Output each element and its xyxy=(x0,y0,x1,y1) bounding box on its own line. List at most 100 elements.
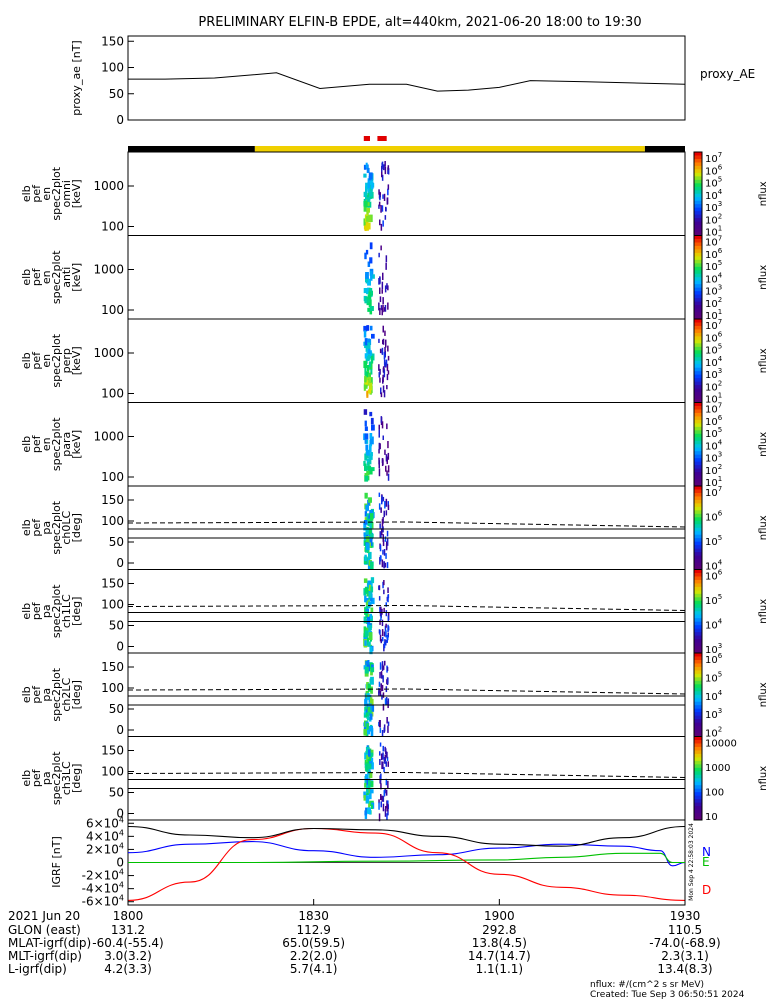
flux-pixel xyxy=(384,698,387,706)
flux-pixel xyxy=(369,513,374,521)
colorbar-segment xyxy=(694,235,702,240)
colorbar-segment xyxy=(694,468,702,473)
flux-pixel xyxy=(387,721,390,726)
flux-pixel xyxy=(370,533,374,538)
flux-pixel xyxy=(383,631,386,637)
flux-pixel xyxy=(378,460,380,469)
colorbar-segment xyxy=(694,402,702,407)
colorbar-segment xyxy=(694,628,702,633)
colorbar-segment xyxy=(694,733,702,737)
flux-pixel xyxy=(365,795,369,802)
flux-pixel xyxy=(381,795,383,802)
flux-pixel xyxy=(379,287,381,294)
flux-pixel xyxy=(387,725,389,733)
flux-pixel xyxy=(378,681,381,687)
flux-pixel xyxy=(369,445,372,453)
colorbar-segment xyxy=(694,486,702,490)
flux-pixel xyxy=(365,222,369,229)
flux-pixel xyxy=(365,380,368,387)
flux-pixel xyxy=(367,716,371,721)
colorbar-segment xyxy=(694,353,702,358)
igrf-series-total xyxy=(127,825,686,847)
colorbar-segment xyxy=(694,419,702,424)
x-row-label: GLON (east) xyxy=(8,923,81,937)
flux-pixel xyxy=(383,369,386,378)
flux-pixel xyxy=(386,813,388,820)
flux-pixel xyxy=(386,803,389,812)
colorbar-segment xyxy=(694,242,702,247)
flux-pixel xyxy=(365,712,369,718)
x-tick-value: 2.2(2.0) xyxy=(290,949,338,963)
colorbar-segment xyxy=(694,280,702,285)
colorbar-segment xyxy=(694,778,702,783)
panel-ytick-label: 100 xyxy=(101,303,124,317)
flux-pixel xyxy=(380,223,383,231)
colorbar-tick-label: 104 xyxy=(705,618,723,632)
flux-pixel xyxy=(380,555,382,561)
colorbar-segment xyxy=(694,385,702,390)
flux-pixel xyxy=(363,433,366,441)
flux-pixel xyxy=(363,384,368,389)
flux-pixel xyxy=(368,515,372,521)
flux-pixel xyxy=(383,766,385,773)
flux-pixel xyxy=(367,711,372,716)
colorbar-segment xyxy=(694,712,702,717)
colorbar-segment xyxy=(694,346,702,351)
flux-pixel xyxy=(365,182,369,190)
colorbar-segment xyxy=(694,252,702,257)
colorbar-segment xyxy=(694,336,702,341)
flux-pixel xyxy=(370,586,374,593)
colorbar-segment xyxy=(694,256,702,261)
flux-pixel xyxy=(381,161,384,168)
colorbar-segment xyxy=(694,680,702,685)
panel-ylabel: en xyxy=(40,354,53,368)
colorbar-segment xyxy=(694,350,702,355)
colorbar-segment xyxy=(694,322,702,327)
colorbar-segment xyxy=(694,642,702,647)
flux-pixel xyxy=(382,795,385,802)
colorbar-segment xyxy=(694,214,702,219)
flux-pixel xyxy=(379,544,382,552)
flux-pixel xyxy=(378,799,380,804)
colorbar-segment xyxy=(694,357,702,362)
flux-pixel xyxy=(364,595,367,603)
panel-ylabel: pef xyxy=(30,184,43,203)
x-tick-value: 131.2 xyxy=(111,923,145,937)
colorbar-tick-label: 10000 xyxy=(705,739,737,750)
flux-pixel xyxy=(363,225,367,230)
flux-pixel xyxy=(370,762,374,770)
flux-pixel xyxy=(387,761,389,767)
flux-pixel xyxy=(385,602,387,607)
flux-pixel xyxy=(385,553,387,559)
flux-pixel xyxy=(382,636,384,642)
flux-pixel xyxy=(382,385,385,393)
colorbar-segment xyxy=(694,312,702,317)
colorbar-segment xyxy=(694,364,702,369)
flux-pixel xyxy=(381,619,384,627)
colorbar-label: nflux xyxy=(758,432,769,457)
flux-pixel xyxy=(369,180,373,186)
flux-pixel xyxy=(379,629,381,635)
flux-pixel xyxy=(382,272,384,281)
flux-pixel xyxy=(364,783,367,788)
colorbar-segment xyxy=(694,179,702,184)
flux-pixel xyxy=(365,536,370,543)
flux-pixel xyxy=(366,210,369,218)
colorbar-tick-label: 105 xyxy=(705,176,722,190)
flux-pixel xyxy=(368,456,372,465)
colorbar-segment xyxy=(694,447,702,452)
colorbar-segment xyxy=(694,193,702,198)
flux-pixel xyxy=(381,559,384,568)
proxy-ae-panel: 150 100 50 0 proxy_ae [nT] proxy_AE xyxy=(70,34,755,127)
flux-pixel xyxy=(385,206,387,212)
flux-pixel xyxy=(381,171,383,178)
flux-pixel xyxy=(380,606,382,611)
flux-pixel xyxy=(381,165,383,173)
flux-pixel xyxy=(380,801,382,808)
flux-pixel xyxy=(382,581,384,589)
flux-pixel xyxy=(378,596,381,601)
flux-pixel xyxy=(384,625,387,631)
colorbar-segment xyxy=(694,600,702,605)
